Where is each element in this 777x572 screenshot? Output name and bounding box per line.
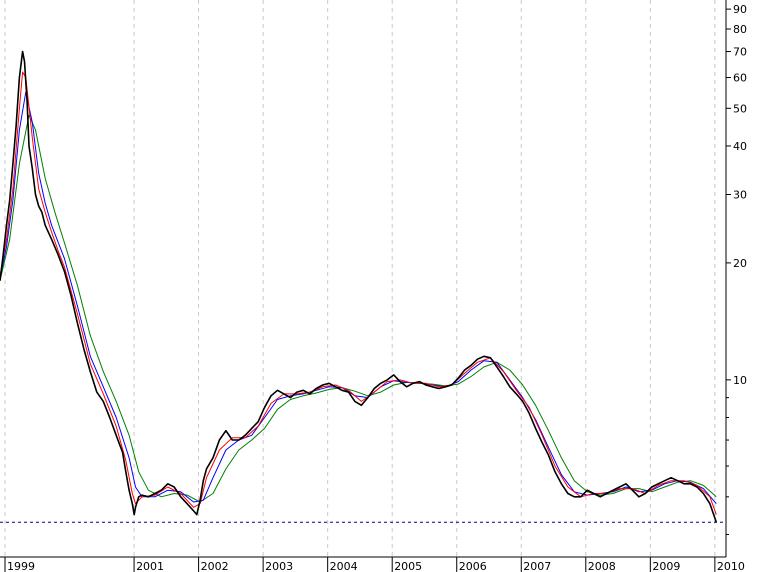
x-tick-label-2004: 2004 — [330, 560, 358, 572]
y-tick-label-30: 30 — [733, 188, 747, 201]
series-line-ma-short — [0, 71, 717, 515]
x-tick-label-2003: 2003 — [265, 560, 293, 572]
x-tick-label-2001: 2001 — [136, 560, 164, 572]
x-tick-label-2010: 2010 — [717, 560, 745, 572]
y-tick-label-10: 10 — [733, 374, 747, 387]
grid-lines — [4, 0, 716, 557]
x-tick-label-2005: 2005 — [394, 560, 422, 572]
x-tick-label-2002: 2002 — [201, 560, 229, 572]
y-tick-label-80: 80 — [733, 23, 747, 36]
y-tick-label-40: 40 — [733, 140, 747, 153]
axes-group: 10 20 30 40 50 60 70 80 90 1999 2001 2002 2003 2004 20… — [0, 0, 747, 572]
x-tick-label-2007: 2007 — [523, 560, 551, 572]
y-tick-label-60: 60 — [733, 72, 747, 85]
y-tick-label-70: 70 — [733, 46, 747, 59]
series-line-ma-long — [0, 114, 717, 503]
y-tick-label-50: 50 — [733, 102, 747, 115]
series-line-ma-mid — [0, 91, 717, 505]
series-line-price — [0, 50, 718, 523]
x-tick-label-2006: 2006 — [459, 560, 487, 572]
x-tick-label-1999: 1999 — [7, 560, 35, 572]
y-tick-label-90: 90 — [733, 3, 747, 16]
y-tick-label-20: 20 — [733, 257, 747, 270]
x-tick-label-2008: 2008 — [588, 560, 616, 572]
series-group — [0, 50, 718, 523]
x-tick-label-2009: 2009 — [652, 560, 680, 572]
